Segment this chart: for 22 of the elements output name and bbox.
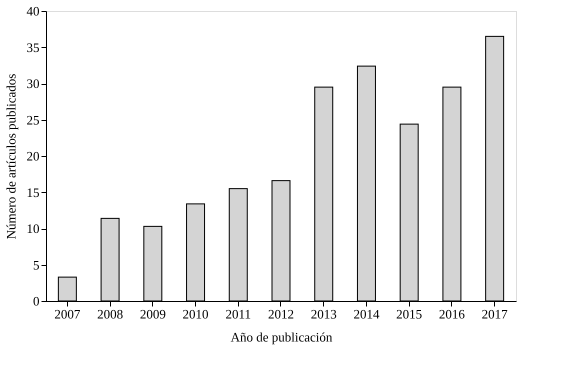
y-tick-label: 35 (26, 40, 40, 55)
y-tick-label: 15 (26, 184, 40, 200)
x-tick-label: 2015 (396, 306, 422, 322)
x-tick-label: 2016 (438, 306, 466, 322)
x-tick-label: 2011 (226, 306, 252, 322)
x-tick-label: 2009 (140, 306, 166, 322)
y-tick-label: 40 (26, 4, 40, 18)
x-tick-label: 2010 (182, 306, 209, 322)
y-tick-label: 25 (26, 112, 40, 128)
x-tick-label: 2007 (54, 306, 81, 322)
x-tick-label: 2008 (97, 306, 124, 322)
y-tick-label: 5 (33, 257, 40, 272)
y-tick-label: 0 (33, 294, 40, 308)
x-tick-label: 2017 (482, 306, 508, 322)
x-tick-label: 2012 (268, 306, 294, 322)
y-tick-label: 30 (26, 76, 40, 91)
y-tick-label: 20 (26, 148, 40, 164)
x-tick-label: 2013 (310, 306, 337, 322)
y-tick-label: 10 (26, 221, 40, 236)
y-axis-title: Número de artículos publicados (4, 74, 18, 240)
x-tick-label: 2014 (353, 306, 380, 322)
x-axis-title: Año de publicación (230, 330, 333, 344)
